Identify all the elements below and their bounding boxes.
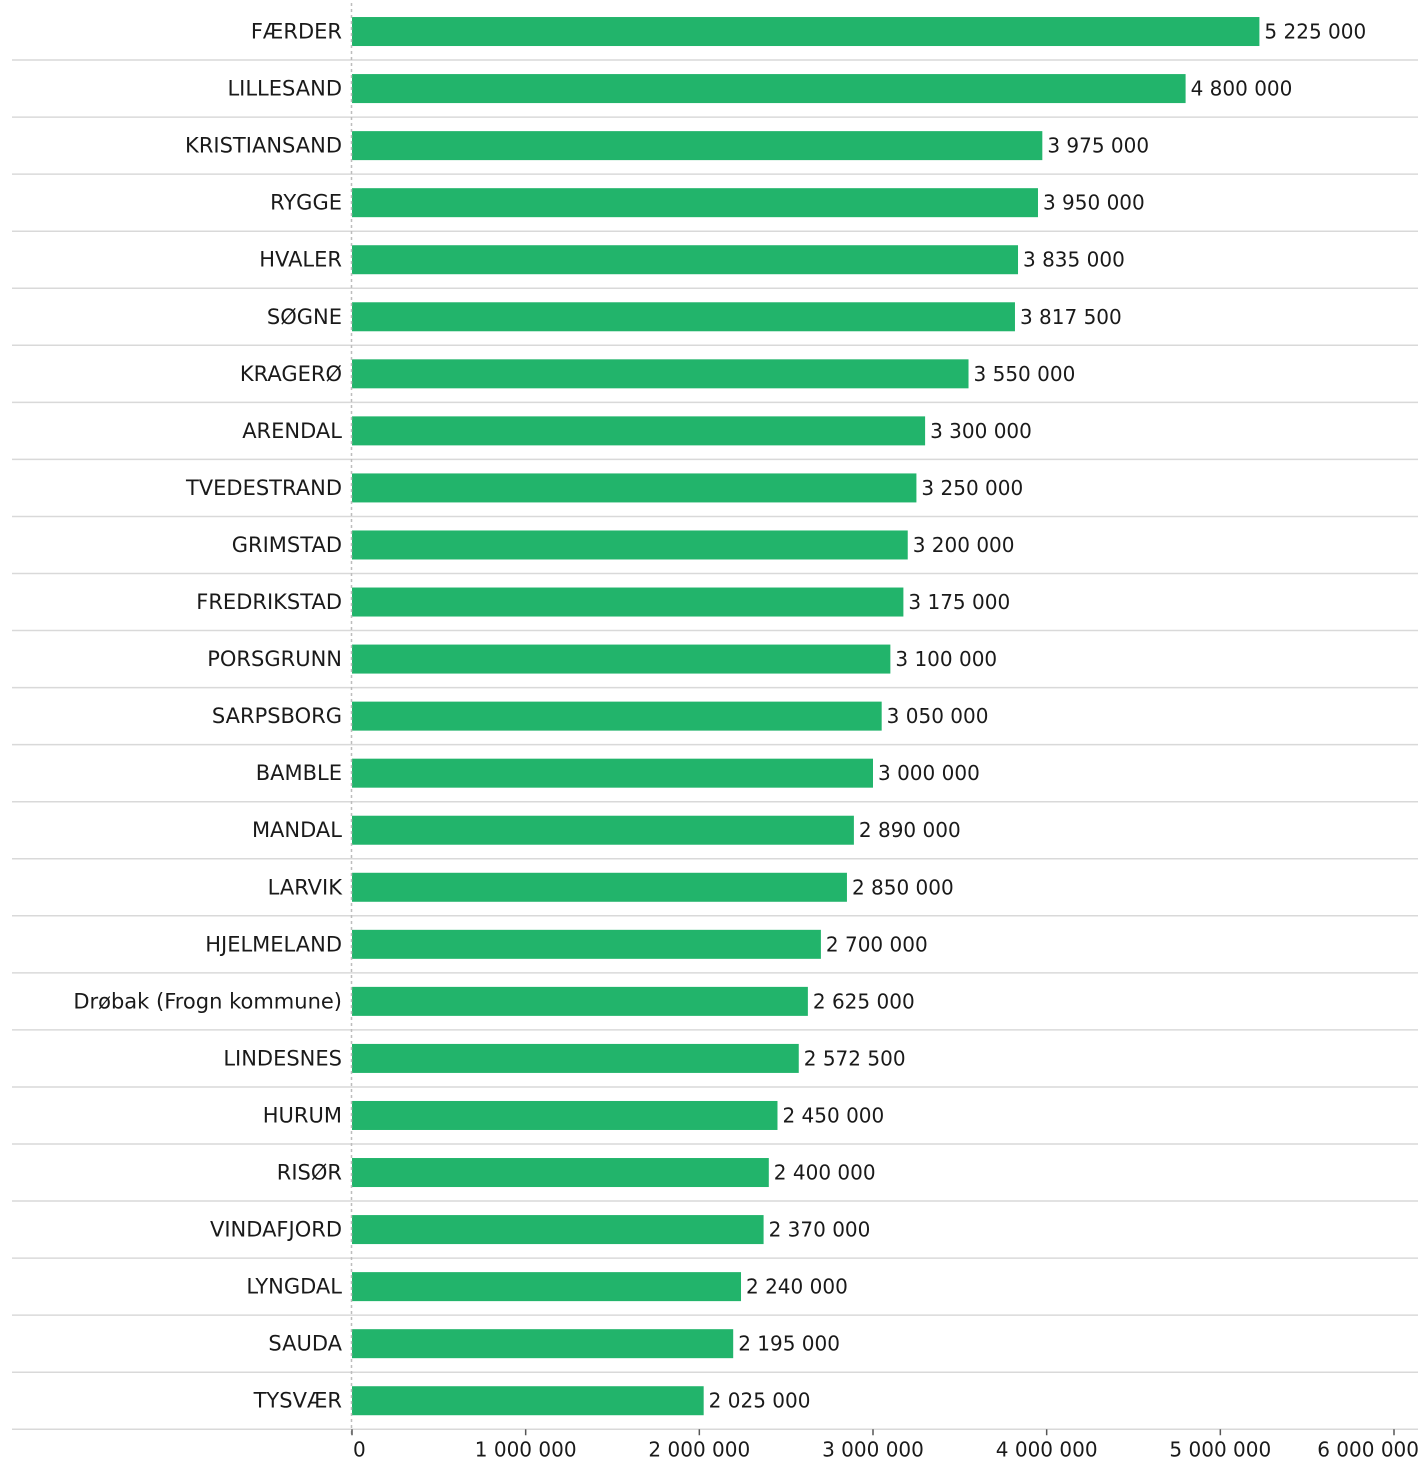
x-tick-label: 6 000 000 [1317, 1437, 1419, 1459]
bar [352, 815, 854, 845]
value-label: 2 572 500 [804, 1046, 906, 1070]
bar [352, 359, 969, 389]
value-label: 4 800 000 [1191, 77, 1293, 101]
value-label: 3 175 000 [908, 590, 1010, 614]
x-axis-ticks [351, 1429, 1395, 1436]
value-label: 3 975 000 [1047, 134, 1149, 158]
value-label: 2 625 000 [813, 989, 915, 1013]
category-label: KRAGERØ [240, 362, 342, 386]
category-label: Drøbak (Frogn kommune) [73, 989, 342, 1013]
category-label: PORSGRUNN [207, 647, 342, 671]
value-label: 2 370 000 [769, 1218, 871, 1242]
category-label: LILLESAND [227, 77, 342, 101]
category-label: LINDESNES [223, 1046, 342, 1070]
value-label: 3 950 000 [1043, 191, 1145, 215]
bar [352, 701, 882, 731]
category-label: RYGGE [270, 191, 342, 215]
bar [352, 644, 891, 674]
value-label: 2 850 000 [852, 875, 954, 899]
category-label: VINDAFJORD [210, 1218, 342, 1242]
bar [352, 1215, 764, 1245]
bars [352, 17, 1260, 1416]
bar [352, 1386, 704, 1416]
bar [352, 17, 1260, 47]
category-label: LARVIK [268, 875, 344, 899]
x-tick-label: 2 000 000 [648, 1437, 750, 1459]
value-label: 2 700 000 [826, 932, 928, 956]
x-tick-label: 1 000 000 [475, 1437, 577, 1459]
bar [352, 986, 808, 1016]
category-label: FREDRIKSTAD [196, 590, 342, 614]
category-label: RISØR [277, 1161, 342, 1185]
value-label: 3 817 500 [1020, 305, 1122, 329]
bar [352, 1100, 778, 1130]
value-label: 2 025 000 [709, 1389, 811, 1413]
value-label: 3 200 000 [913, 533, 1015, 557]
bar [352, 1043, 799, 1073]
bar [352, 188, 1038, 218]
bar [352, 1272, 742, 1302]
x-axis-tick-labels: 0 1 000 000 2 000 000 3 000 000 4 000 000 5 0… [353, 1437, 1419, 1459]
value-label: 3 835 000 [1023, 248, 1125, 272]
bar [352, 302, 1015, 332]
value-label: 3 300 000 [930, 419, 1032, 443]
category-label: HURUM [263, 1103, 342, 1127]
category-label: ARENDAL [242, 419, 342, 443]
bar [352, 530, 908, 560]
value-label: 2 195 000 [738, 1332, 840, 1356]
category-label: MANDAL [252, 818, 342, 842]
value-label: 3 050 000 [887, 704, 989, 728]
category-label: GRIMSTAD [232, 533, 342, 557]
category-label: FÆRDER [251, 20, 342, 44]
bar [352, 758, 873, 788]
category-label: TYSVÆR [253, 1389, 342, 1413]
category-label: TVEDESTRAND [185, 476, 342, 500]
bar [352, 131, 1043, 161]
value-label: 5 225 000 [1264, 20, 1366, 44]
category-labels: FÆRDER LILLESAND KRISTIANSAND RYGGE HVALER SØ… [73, 20, 343, 1413]
value-label: 3 100 000 [895, 647, 997, 671]
category-label: SØGNE [267, 305, 342, 329]
category-label: LYNGDAL [246, 1275, 342, 1299]
value-labels: 5 225 000 4 800 000 3 975 000 3 950 000 3 83… [709, 20, 1367, 1413]
value-label: 2 240 000 [746, 1275, 848, 1299]
x-tick-label: 3 000 000 [822, 1437, 924, 1459]
bar [352, 929, 821, 959]
category-label: HVALER [259, 248, 342, 272]
bar [352, 872, 847, 902]
x-tick-label: 5 000 000 [1169, 1437, 1271, 1459]
bar [352, 1158, 769, 1188]
x-tick-label: 4 000 000 [996, 1437, 1098, 1459]
category-label: HJELMELAND [205, 932, 342, 956]
bar [352, 473, 917, 503]
bar [352, 1329, 734, 1359]
value-label: 3 250 000 [921, 476, 1023, 500]
category-label: BAMBLE [256, 761, 342, 785]
bar [352, 587, 904, 617]
row-separators [12, 59, 1418, 1430]
value-label: 2 890 000 [859, 818, 961, 842]
bar [352, 416, 926, 446]
value-label: 2 400 000 [774, 1161, 876, 1185]
bar [352, 74, 1186, 104]
category-label: KRISTIANSAND [185, 134, 342, 158]
category-label: SARPSBORG [212, 704, 342, 728]
value-label: 2 450 000 [782, 1103, 884, 1127]
x-tick-label: 0 [353, 1437, 366, 1459]
value-label: 3 550 000 [974, 362, 1076, 386]
bar [352, 245, 1019, 275]
category-label: SAUDA [268, 1332, 342, 1356]
value-label: 3 000 000 [878, 761, 980, 785]
